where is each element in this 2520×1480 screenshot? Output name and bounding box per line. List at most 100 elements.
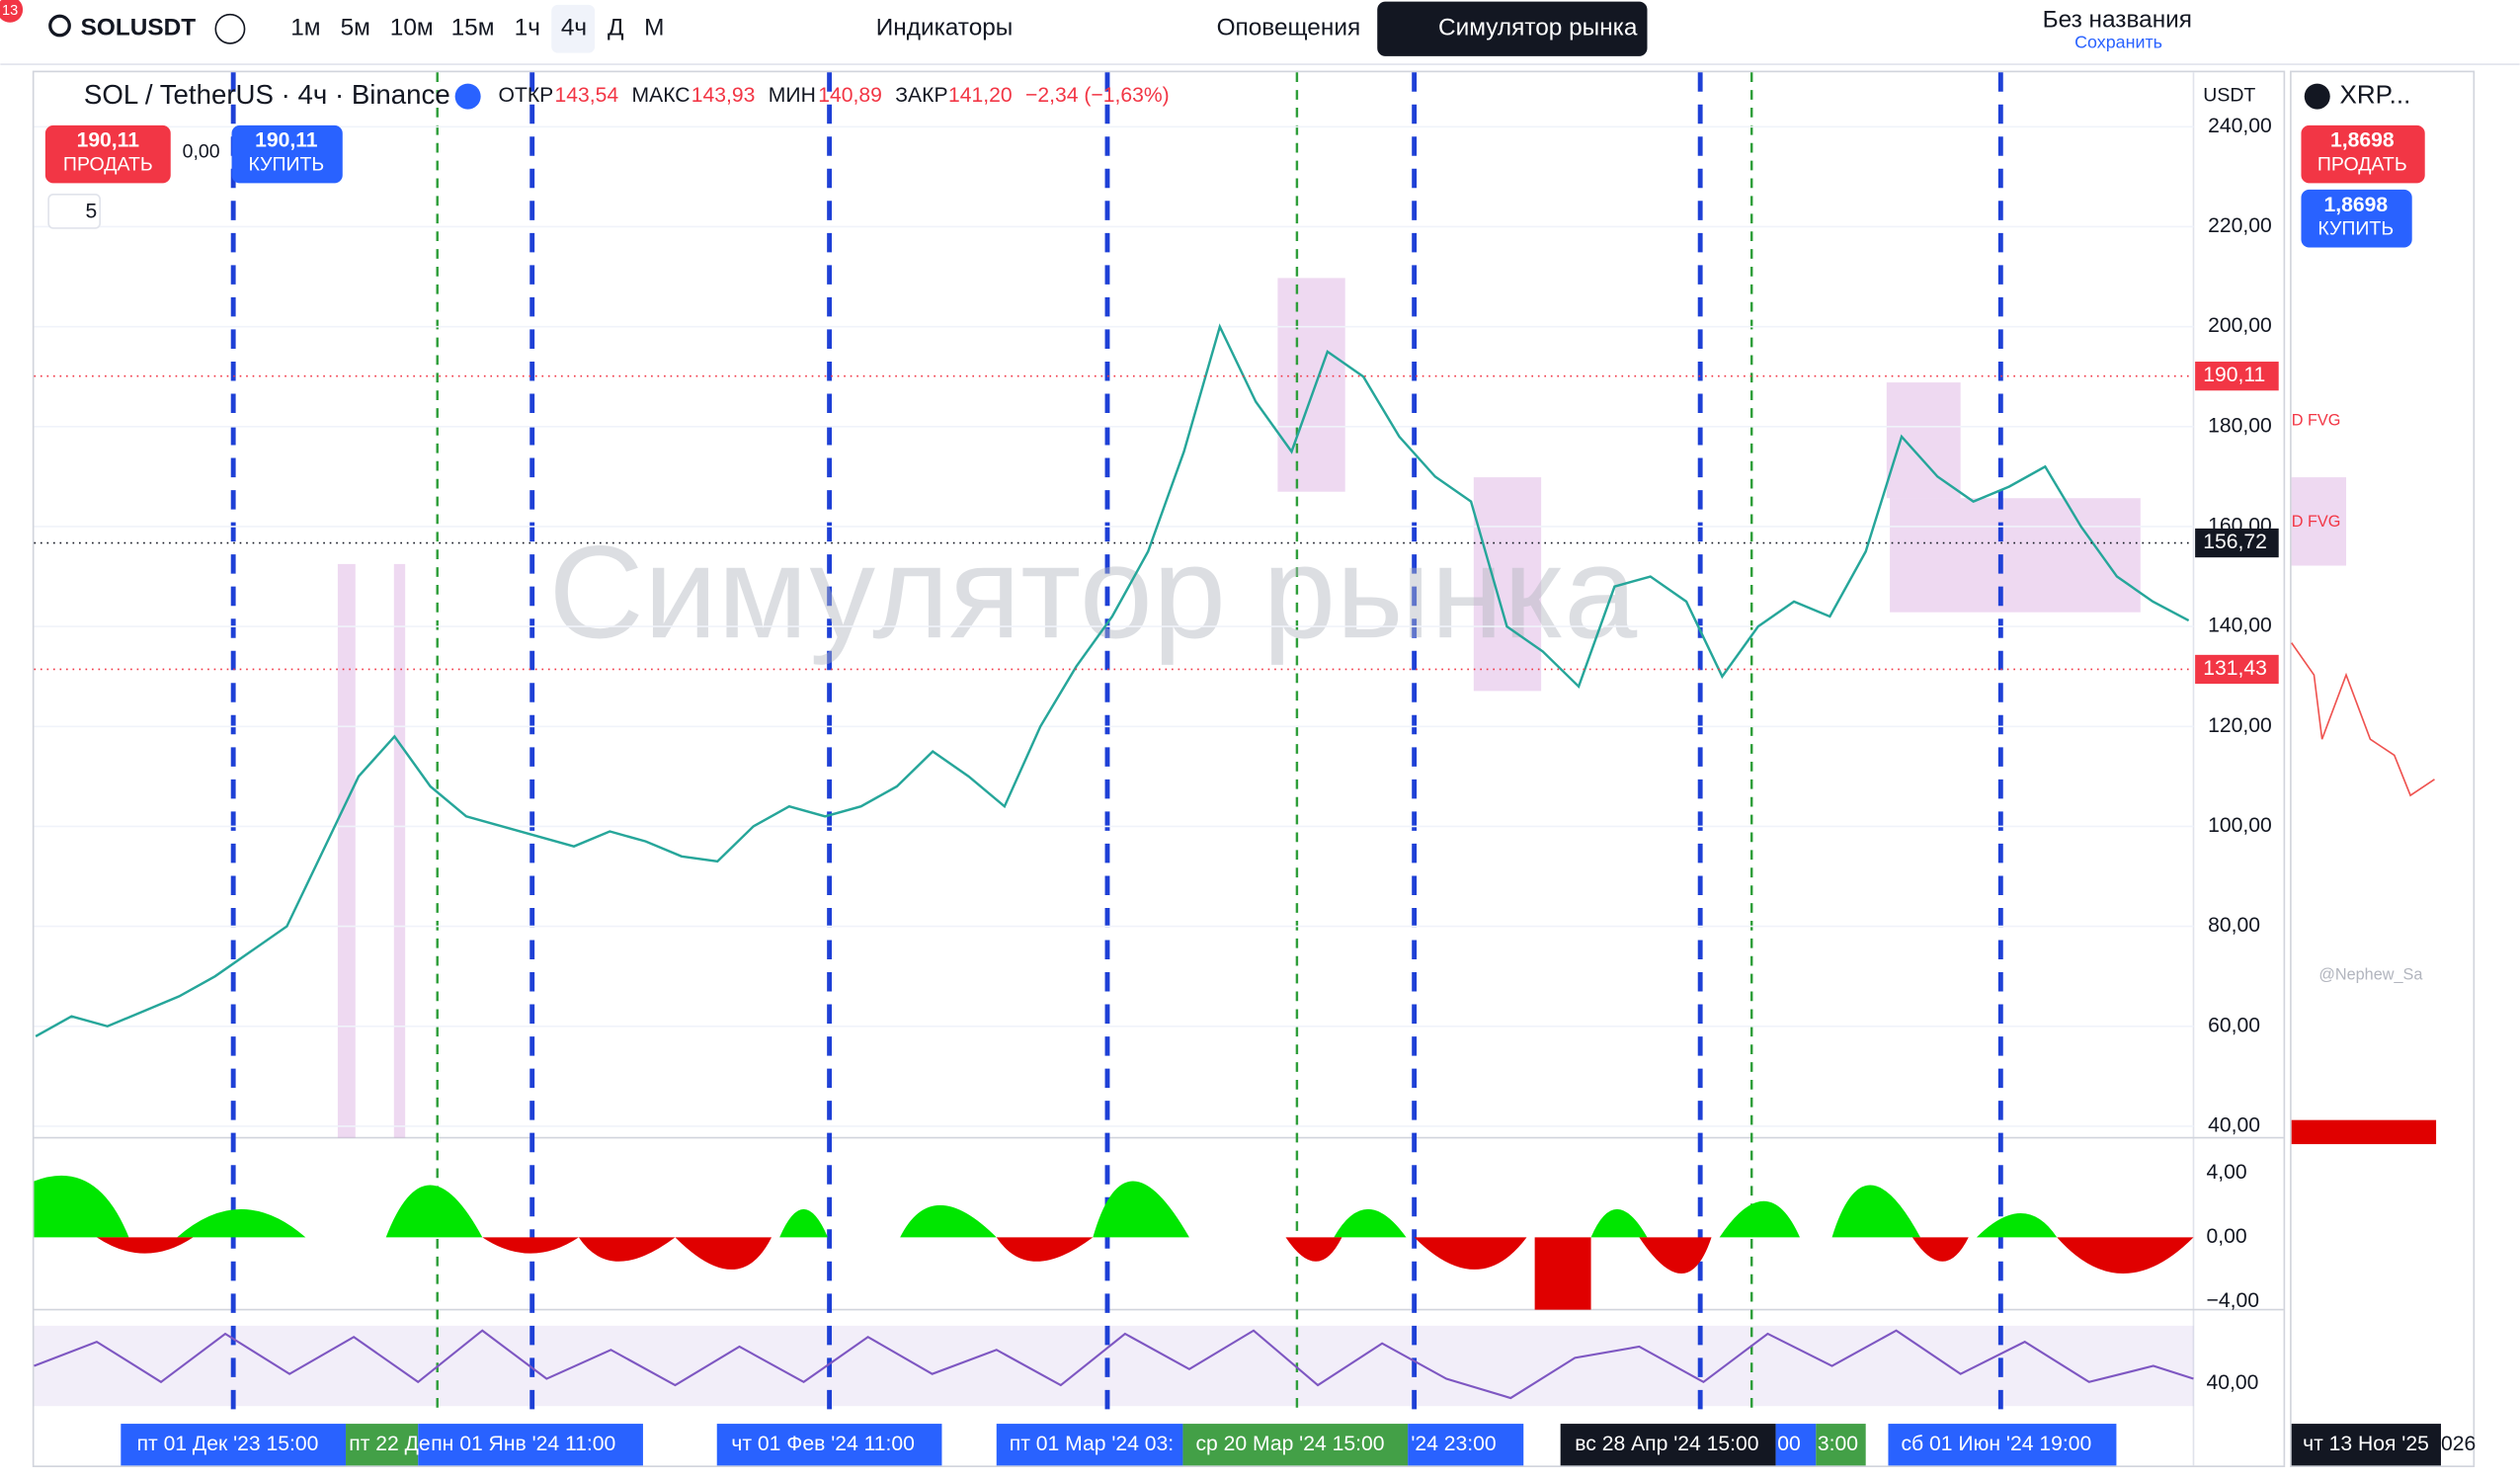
side-symbol-icon [2304, 83, 2330, 110]
chart-frame [32, 70, 2286, 1467]
collapse-button[interactable] [47, 193, 101, 229]
ohlc-label: МАКС [632, 84, 691, 107]
side-symbol: XRP... [2340, 79, 2411, 109]
time-label-bg [1408, 1424, 1524, 1466]
side-buy-label[interactable]: КУПИТЬ [2317, 218, 2394, 240]
y-tick-label: 60,00 [2208, 1014, 2260, 1036]
side-price [2291, 642, 2435, 797]
ohlc-label: МИН [769, 84, 816, 107]
sell-label[interactable]: ПРОДАТЬ [63, 154, 153, 176]
zone [393, 563, 406, 1138]
badge [0, 0, 24, 23]
interval[interactable]: 1м [290, 15, 320, 41]
layout-name[interactable]: Без названия [2043, 7, 2192, 34]
buy-label[interactable]: КУПИТЬ [248, 154, 324, 176]
symbol-search[interactable]: SOLUSDT [81, 15, 197, 41]
ohlc-change: −2,34 (−1,63%) [1025, 84, 1170, 107]
side-sell-price[interactable]: 1,8698 [2330, 129, 2395, 152]
sell-button[interactable] [44, 124, 171, 184]
price-marker-bg [2195, 528, 2279, 558]
oscillator-tick-label: 0,00 [2207, 1225, 2247, 1248]
interval[interactable]: 10м [390, 15, 434, 41]
y-tick-label: 220,00 [2208, 214, 2272, 237]
active-interval-bg [551, 4, 596, 53]
search-icon[interactable] [48, 14, 71, 38]
ohlc-label: ЗАКР [895, 84, 947, 107]
oscillator-negative [96, 1237, 2194, 1310]
ohlc-value: 143,93 [691, 84, 756, 107]
zone [1277, 278, 1345, 492]
save-link[interactable]: Сохранить [2074, 33, 2162, 52]
side-sell-button[interactable] [2301, 124, 2425, 184]
time-label-bg [1775, 1424, 1817, 1466]
time-label-bg [1182, 1424, 1409, 1466]
side-frame [2290, 70, 2476, 1467]
time-label: сб 01 Июн '24 19:00 [1901, 1433, 2091, 1455]
zone [337, 563, 356, 1138]
sell-price[interactable]: 190,11 [77, 129, 140, 152]
time-label: ср 20 Мар '24 15:00 [1195, 1433, 1384, 1455]
replay-button-bg[interactable] [1377, 1, 1648, 56]
time-label: пт 22 Де [349, 1433, 430, 1455]
price-marker-label: 131,43 [2203, 657, 2267, 680]
price-line [35, 323, 2190, 1037]
fvg-label: D FVG [2292, 513, 2341, 531]
legend-symbol: SOL / TetherUS · 4ч · Binance [84, 79, 450, 110]
time-label-bg [1816, 1424, 1866, 1466]
side-sell-label[interactable]: ПРОДАТЬ [2317, 154, 2407, 176]
time-label: пн 01 Янв '24 11:00 [431, 1433, 615, 1455]
time-label-bg [716, 1424, 942, 1466]
price-marker-label: 190,11 [2203, 364, 2265, 386]
time-axis: пт 01 Дек '23 15:00 пт 22 Де пн 01 Янв '… [121, 1424, 2117, 1466]
side-zone [2291, 477, 2347, 566]
interval[interactable]: 15м [451, 15, 495, 41]
y-tick-label: 180,00 [2208, 414, 2272, 437]
side-year: 026 [2441, 1433, 2476, 1455]
time-label-bg [1888, 1424, 2117, 1466]
replay-button[interactable]: Симулятор рынка [1438, 15, 1638, 41]
zones [337, 278, 2141, 1138]
price-marker-bg [2195, 654, 2279, 685]
y-tick-label: 140,00 [2208, 615, 2272, 637]
buy-price[interactable]: 190,11 [255, 129, 318, 152]
badge-count: 13 [2, 3, 18, 19]
price-marker-label: 156,72 [2203, 531, 2267, 553]
collapse-count[interactable]: 5 [86, 200, 98, 222]
side-chart: XRP... 1,8698 ПРОДАТЬ 1,8698 КУПИТЬ D FV… [2290, 70, 2476, 1467]
buy-button[interactable] [231, 124, 343, 184]
spread: 0,00 [183, 141, 220, 163]
y-tick-label: 120,00 [2208, 714, 2272, 737]
alerts-button[interactable]: Оповещения [1217, 15, 1361, 41]
interval[interactable]: Д [608, 15, 624, 41]
currency[interactable]: USDT [2203, 85, 2255, 107]
side-buy-button[interactable] [2301, 189, 2412, 248]
fvg-label: D FVG [2292, 411, 2341, 429]
side-oscillator [2291, 1119, 2437, 1145]
indicators-button[interactable]: Индикаторы [876, 15, 1014, 41]
interval[interactable]: М [644, 15, 664, 41]
zone [1890, 498, 2141, 613]
interval[interactable]: 4ч [561, 15, 587, 41]
rsi-tick-label: 40,00 [2207, 1371, 2259, 1394]
oscillator-tick-label: 4,00 [2207, 1161, 2247, 1184]
time-label: 3:00 [1818, 1433, 1858, 1455]
ohlc-label: ОТКР [499, 84, 554, 107]
y-tick-label: 40,00 [2208, 1114, 2260, 1137]
interval[interactable]: 5м [341, 15, 370, 41]
ohlc-value: 143,54 [554, 84, 618, 107]
time-label: 00 [1777, 1433, 1801, 1455]
zone [1886, 382, 1961, 499]
add-symbol[interactable] [214, 13, 246, 44]
ohlc-value: 140,89 [818, 84, 882, 107]
rsi-band [34, 1325, 2194, 1407]
side-buy-price[interactable]: 1,8698 [2323, 194, 2388, 216]
time-label: пт 01 Дек '23 15:00 [137, 1433, 319, 1455]
zone [1473, 477, 1542, 692]
price-marker-bg [2195, 362, 2279, 391]
time-label: чт 01 Фев '24 11:00 [731, 1433, 915, 1455]
interval[interactable]: 1ч [515, 15, 540, 41]
time-label-bg [996, 1424, 1183, 1466]
y-tick-label: 100,00 [2208, 814, 2272, 837]
credit: @Nephew_Sa [2318, 966, 2423, 984]
